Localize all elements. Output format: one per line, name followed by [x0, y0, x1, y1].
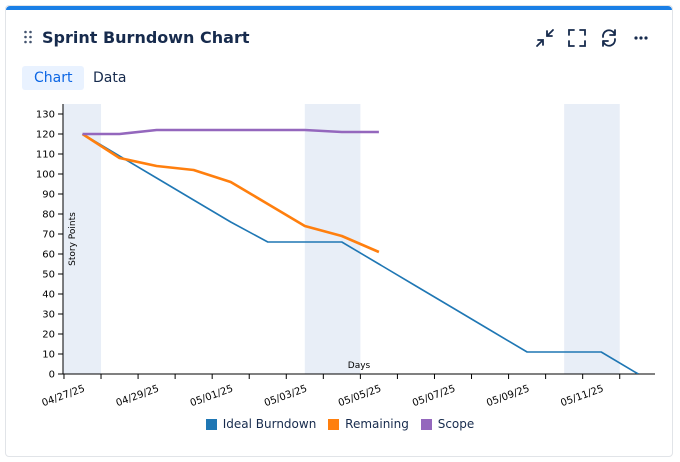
- legend-label-ideal: Ideal Burndown: [222, 417, 317, 431]
- legend-swatch-remaining: [328, 418, 340, 430]
- legend-item-scope[interactable]: Scope: [420, 417, 475, 431]
- card-accent-bar: [6, 6, 672, 10]
- more-icon[interactable]: [630, 27, 652, 49]
- legend-label-scope: Scope: [437, 417, 475, 431]
- legend-label-remaining: Remaining: [345, 417, 409, 431]
- legend-item-ideal[interactable]: Ideal Burndown: [205, 417, 317, 431]
- fullscreen-icon[interactable]: [566, 27, 588, 49]
- legend-item-remaining[interactable]: Remaining: [328, 417, 409, 431]
- legend-swatch-scope: [420, 418, 432, 430]
- tab-chart[interactable]: Chart: [22, 66, 85, 90]
- page-title: Sprint Burndown Chart: [42, 28, 250, 47]
- chart-legend: Ideal Burndown Remaining Scope: [0, 417, 680, 433]
- refresh-icon[interactable]: [598, 27, 620, 49]
- collapse-icon[interactable]: [534, 27, 556, 49]
- legend-swatch-ideal: [205, 418, 217, 430]
- drag-handle-icon[interactable]: [23, 29, 33, 45]
- tab-data[interactable]: Data: [93, 70, 127, 86]
